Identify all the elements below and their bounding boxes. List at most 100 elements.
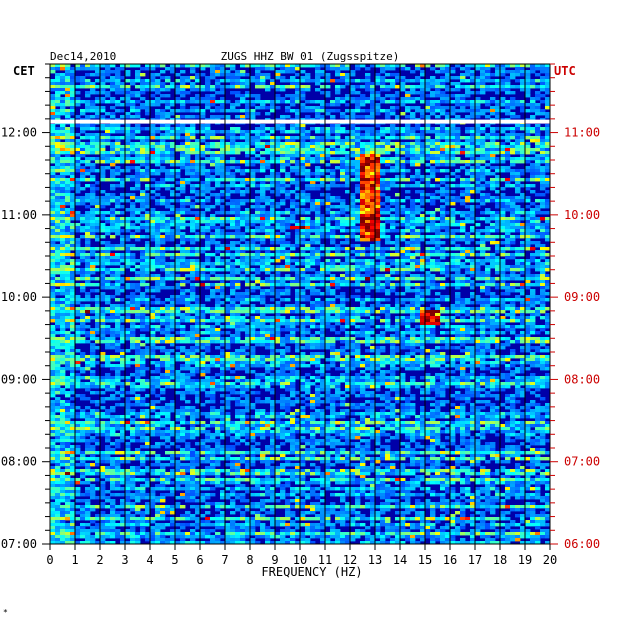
- heatmap-cell: [165, 106, 171, 110]
- heatmap-cell: [205, 205, 211, 209]
- heatmap-cell: [460, 220, 466, 224]
- heatmap-cell: [105, 241, 111, 245]
- heatmap-cell: [70, 76, 76, 80]
- heatmap-cell: [200, 166, 206, 170]
- heatmap-cell: [50, 139, 56, 143]
- heatmap-cell: [190, 106, 196, 110]
- heatmap-cell: [280, 88, 286, 92]
- heatmap-cell: [120, 271, 126, 275]
- heatmap-cell: [50, 274, 56, 278]
- heatmap-cell: [230, 148, 236, 152]
- heatmap-cell: [90, 148, 96, 152]
- heatmap-cell: [80, 274, 86, 278]
- heatmap-cell: [225, 190, 231, 194]
- heatmap-cell: [380, 265, 386, 269]
- heatmap-cell: [470, 178, 476, 182]
- heatmap-cell: [180, 166, 186, 170]
- heatmap-cell: [350, 97, 356, 101]
- heatmap-cell: [260, 199, 266, 203]
- heatmap-cell: [355, 166, 361, 170]
- heatmap-cell: [115, 229, 121, 233]
- heatmap-cell: [345, 229, 351, 233]
- heatmap-cell: [75, 103, 81, 107]
- heatmap-cell: [460, 184, 466, 188]
- heatmap-cell: [515, 70, 521, 74]
- heatmap-cell: [380, 151, 386, 155]
- heatmap-cell: [505, 79, 511, 83]
- heatmap-cell: [275, 145, 281, 149]
- heatmap-cell: [410, 154, 416, 158]
- heatmap-cell: [270, 67, 276, 71]
- heatmap-cell: [155, 79, 161, 83]
- heatmap-cell: [300, 229, 306, 233]
- heatmap-cell: [235, 220, 241, 224]
- heatmap-cell: [240, 274, 246, 278]
- heatmap-cell: [335, 235, 341, 239]
- heatmap-cell: [515, 247, 521, 251]
- heatmap-cell: [510, 247, 516, 251]
- heatmap-cell: [430, 247, 436, 251]
- heatmap-cell: [185, 265, 191, 269]
- heatmap-cell: [445, 229, 451, 233]
- heatmap-cell: [195, 190, 201, 194]
- heatmap-cell: [425, 241, 431, 245]
- heatmap-cell: [310, 127, 316, 131]
- heatmap-cell: [145, 202, 151, 206]
- heatmap-cell: [370, 253, 376, 257]
- heatmap-cell: [345, 160, 351, 164]
- heatmap-cell: [155, 265, 161, 269]
- heatmap-cell: [205, 247, 211, 251]
- heatmap-cell: [180, 226, 186, 230]
- heatmap-cell: [185, 238, 191, 242]
- heatmap-cell: [465, 151, 471, 155]
- heatmap-cell: [180, 70, 186, 74]
- heatmap-cell: [135, 172, 141, 176]
- heatmap-cell: [445, 226, 451, 230]
- heatmap-cell: [480, 271, 486, 275]
- heatmap-cell: [55, 133, 61, 137]
- heatmap-cell: [435, 139, 441, 143]
- heatmap-cell: [530, 217, 536, 221]
- heatmap-cell: [330, 217, 336, 221]
- heatmap-cell: [120, 88, 126, 92]
- heatmap-cell: [255, 97, 261, 101]
- heatmap-cell: [70, 193, 76, 197]
- heatmap-cell: [325, 142, 331, 146]
- heatmap-cell: [430, 199, 436, 203]
- heatmap-cell: [315, 112, 321, 116]
- heatmap-cell: [295, 259, 301, 263]
- heatmap-cell: [490, 214, 496, 218]
- heatmap-cell: [450, 178, 456, 182]
- heatmap-cell: [360, 178, 366, 182]
- heatmap-cell: [60, 244, 66, 248]
- heatmap-cell: [345, 238, 351, 242]
- heatmap-cell: [190, 220, 196, 224]
- heatmap-cell: [245, 73, 251, 77]
- heatmap-cell: [100, 88, 106, 92]
- heatmap-cell: [100, 247, 106, 251]
- heatmap-cell: [395, 169, 401, 173]
- heatmap-cell: [125, 238, 131, 242]
- heatmap-cell: [160, 100, 166, 104]
- heatmap-cell: [260, 82, 266, 86]
- heatmap-cell: [445, 151, 451, 155]
- heatmap-cell: [475, 265, 481, 269]
- heatmap-cell: [335, 157, 341, 161]
- heatmap-cell: [85, 262, 91, 266]
- heatmap-cell: [370, 190, 376, 194]
- heatmap-cell: [400, 262, 406, 266]
- heatmap-cell: [340, 172, 346, 176]
- heatmap-cell: [105, 232, 111, 236]
- heatmap-cell: [235, 187, 241, 191]
- heatmap-cell: [365, 220, 371, 224]
- heatmap-cell: [100, 76, 106, 80]
- heatmap-cell: [50, 238, 56, 242]
- heatmap-cell: [330, 274, 336, 278]
- heatmap-cell: [275, 190, 281, 194]
- heatmap-cell: [425, 85, 431, 89]
- heatmap-cell: [500, 148, 506, 152]
- heatmap-cell: [90, 193, 96, 197]
- heatmap-cell: [500, 268, 506, 272]
- heatmap-cell: [535, 103, 541, 107]
- heatmap-cell: [350, 202, 356, 206]
